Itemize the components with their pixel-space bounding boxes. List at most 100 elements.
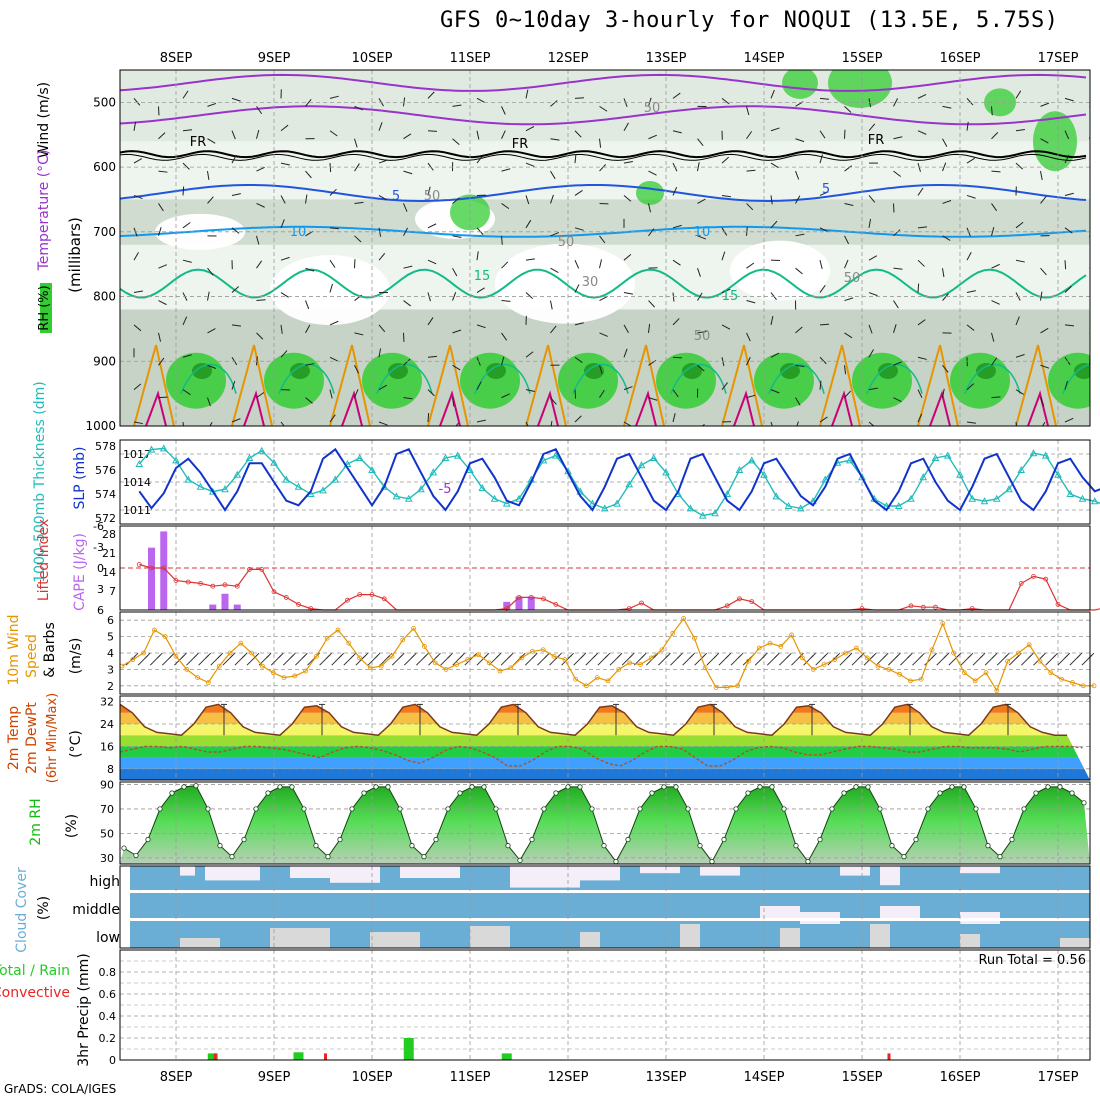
wind10-barb-tick — [206, 653, 211, 658]
slp-left-tick: 576 — [95, 464, 116, 477]
cloud-high-gap — [400, 866, 460, 878]
wind-barb — [992, 430, 998, 436]
upper-tick-label: 700 — [93, 225, 116, 239]
precip-ylabel-a: Total / Rain — [0, 963, 70, 979]
temp-band — [120, 769, 1090, 780]
temp-tick: 16 — [100, 740, 114, 753]
slp-right-tick: 1014 — [123, 476, 151, 489]
precip-total-bar — [502, 1053, 512, 1060]
temp-band — [120, 713, 1090, 724]
cape-bar — [222, 594, 229, 610]
rh-marker — [398, 807, 402, 811]
temp-tick: 8 — [107, 763, 114, 776]
contour-label: 15 — [474, 269, 491, 284]
rh-marker — [374, 785, 378, 789]
rh-marker — [170, 791, 174, 795]
rh-marker — [290, 785, 294, 789]
wind-tick: 6 — [107, 614, 114, 627]
wind10-barb-tick — [581, 653, 586, 658]
run-total-label: Run Total = 0.56 — [978, 953, 1086, 968]
rh-marker — [302, 807, 306, 811]
wind-tick: 3 — [107, 663, 114, 676]
upper-air-field — [120, 58, 1100, 439]
rh-marker — [350, 807, 354, 811]
cloud-high-gap — [640, 866, 680, 873]
rh-marker — [602, 843, 606, 847]
rh-marker — [818, 837, 822, 841]
rh-marker — [734, 807, 738, 811]
rh-moist-blob — [264, 353, 324, 409]
wind10-barb-tick — [375, 653, 380, 658]
cape-right-tick: 21 — [102, 547, 116, 560]
temp-ylabel-units: (°C) — [68, 730, 84, 758]
wind10-barb-tick — [508, 653, 513, 658]
rh-marker — [746, 791, 750, 795]
cloud-low-block — [580, 932, 600, 948]
wind10-barb-tick — [774, 653, 779, 658]
rh-marker — [122, 846, 126, 850]
upper-tick-label: 900 — [93, 354, 116, 368]
rh-moist-blob — [852, 353, 912, 409]
wind-ylabel-units: (m/s) — [68, 638, 84, 675]
wind10-barb-tick — [157, 653, 162, 658]
wind-tick: 5 — [107, 631, 114, 644]
precip-tick: 0.2 — [99, 1032, 117, 1045]
contour-label: FR — [190, 135, 207, 150]
wind10-barb-tick — [871, 653, 876, 658]
wind10-barb-tick — [629, 653, 634, 658]
rh-marker — [158, 807, 162, 811]
cloud-ylabel-units: (%) — [36, 896, 52, 920]
rh-marker — [674, 785, 678, 789]
rh2m-ylabel-units: (%) — [64, 814, 80, 838]
rh-marker — [902, 854, 906, 858]
date-label-bottom: 12SEP — [548, 1070, 589, 1085]
wind10-barb-tick — [992, 653, 997, 658]
wind10-barb-tick — [436, 653, 441, 658]
rh-marker — [338, 837, 342, 841]
wind10-barb-tick — [363, 653, 368, 658]
date-label-top: 11SEP — [450, 51, 491, 66]
rh-marker — [422, 854, 426, 858]
wind10-barb-tick — [786, 653, 791, 658]
wind-barb — [428, 413, 429, 422]
rh-marker — [182, 785, 186, 789]
temp-band — [120, 746, 1090, 757]
rh-clear-patch — [730, 241, 830, 301]
wind-tick: 2 — [107, 680, 114, 693]
wind-ylabel-b: Speed — [24, 634, 40, 678]
temp-band — [120, 696, 1090, 713]
wind10-barb-tick — [605, 653, 610, 658]
date-label-bottom: 10SEP — [352, 1070, 393, 1085]
wind10-barb-tick — [944, 653, 949, 658]
upper-tick-label: 600 — [93, 160, 116, 174]
slp-line — [139, 449, 1100, 510]
wind10-barb-tick — [823, 653, 828, 658]
cape-bar — [148, 548, 155, 610]
cloud-low-block — [680, 924, 700, 948]
rh-marker — [1082, 801, 1086, 805]
wind10-barb-tick — [532, 653, 537, 658]
wind-barb — [1090, 203, 1098, 207]
wind10-barb-tick — [714, 653, 719, 658]
rh-upper-moist — [782, 67, 818, 99]
rh-band-top — [120, 70, 1090, 141]
date-label-bottom: 16SEP — [940, 1070, 981, 1085]
wind10-barb-tick — [920, 653, 925, 658]
rh-marker — [926, 807, 930, 811]
precip-ylabel-b: Convective — [0, 985, 70, 1001]
contour-label: 10 — [694, 225, 711, 240]
wind-barb — [183, 186, 184, 195]
rh-marker — [194, 783, 198, 787]
rh-marker — [470, 785, 474, 789]
date-label-top: 16SEP — [940, 51, 981, 66]
wind10-barb-tick — [1041, 653, 1046, 658]
wind10-barb-tick — [339, 653, 344, 658]
wind10-barb-tick — [218, 653, 223, 658]
rh-area — [120, 786, 1090, 864]
contour-label: 50 — [558, 235, 575, 250]
rh-marker — [794, 843, 798, 847]
rh-moist-blob — [656, 353, 716, 409]
wind-barb — [918, 284, 919, 293]
